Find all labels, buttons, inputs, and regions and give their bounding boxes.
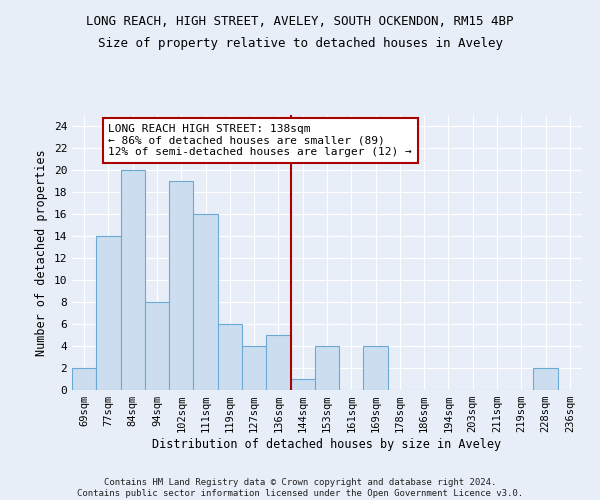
Text: Contains HM Land Registry data © Crown copyright and database right 2024.
Contai: Contains HM Land Registry data © Crown c… [77, 478, 523, 498]
Bar [96, 236, 121, 390]
Bar [218, 324, 242, 390]
Bar [242, 346, 266, 390]
Bar [193, 214, 218, 390]
Bar [315, 346, 339, 390]
Y-axis label: Number of detached properties: Number of detached properties [35, 149, 48, 356]
Bar [121, 170, 145, 390]
Text: LONG REACH HIGH STREET: 138sqm
← 86% of detached houses are smaller (89)
12% of : LONG REACH HIGH STREET: 138sqm ← 86% of … [109, 124, 412, 157]
Bar [290, 379, 315, 390]
Text: Size of property relative to detached houses in Aveley: Size of property relative to detached ho… [97, 38, 503, 51]
Bar [72, 368, 96, 390]
Text: LONG REACH, HIGH STREET, AVELEY, SOUTH OCKENDON, RM15 4BP: LONG REACH, HIGH STREET, AVELEY, SOUTH O… [86, 15, 514, 28]
Bar [533, 368, 558, 390]
X-axis label: Distribution of detached houses by size in Aveley: Distribution of detached houses by size … [152, 438, 502, 451]
Bar [266, 335, 290, 390]
Bar [364, 346, 388, 390]
Bar [145, 302, 169, 390]
Bar [169, 181, 193, 390]
